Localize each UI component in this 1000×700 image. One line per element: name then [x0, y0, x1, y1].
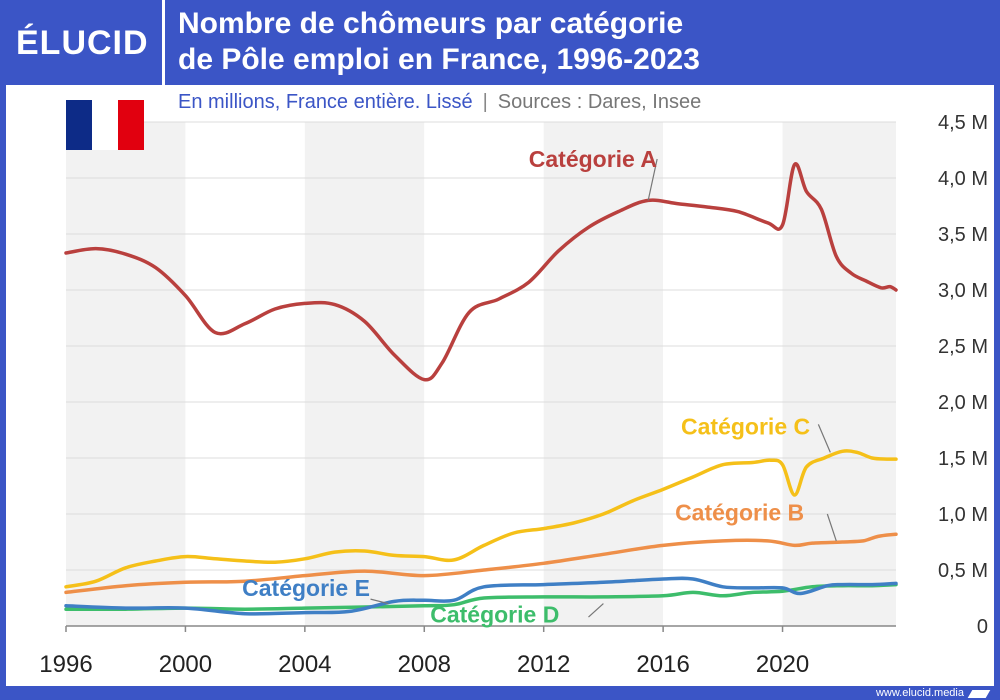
x-tick-label: 2020 [756, 651, 809, 678]
leader-line-cat-gorie-b [826, 513, 837, 542]
x-tick-label: 2016 [636, 651, 689, 678]
header-bar: ÉLUCID Nombre de chômeurs par catégorie … [6, 0, 994, 85]
annotation-cat-gorie-e: Catégorie E [242, 575, 370, 601]
flag-stripe-red [118, 100, 144, 150]
chart-svg: 0 0,5 M 1,0 M 1,5 M 2,0 M 2,5 M 3,0 M 3,5 M 4,0 … [39, 112, 988, 678]
axes: 0 0,5 M 1,0 M 1,5 M 2,0 M 2,5 M 3,0 M 3,5 M 4,0 … [39, 112, 988, 678]
band-1996 [66, 122, 186, 626]
series-line-cat-gorie-a [64, 162, 898, 382]
chart-title-line-2: de Pôle emploi en France, 1996-2023 [178, 43, 700, 76]
y-tick-label: 0,5 M [938, 560, 988, 582]
logo-divider [162, 0, 165, 85]
subtitle-separator: | [482, 91, 488, 113]
y-tick-label: 4,0 M [938, 168, 988, 190]
leader-line-cat-gorie-a [647, 158, 658, 201]
subtitle-units: En millions, France entière. Lissé [178, 91, 473, 113]
flag-stripe-blue [66, 100, 92, 150]
band-2000 [185, 122, 305, 626]
annotation-cat-gorie-c: Catégorie C [681, 413, 810, 439]
gridlines [66, 121, 896, 627]
leader-line-cat-gorie-e [370, 598, 389, 605]
x-tick-label: 1996 [39, 651, 92, 678]
y-tick-label: 0 [977, 616, 988, 638]
annotation-cat-gorie-d: Catégorie D [430, 602, 559, 628]
band-2016 [663, 122, 783, 626]
y-tick-label: 2,0 M [938, 392, 988, 414]
x-tick-label: 2000 [159, 651, 212, 678]
series-line-cat-gorie-c [64, 449, 898, 589]
footer-url[interactable]: www.elucid.media [875, 687, 964, 699]
background-bands [66, 122, 896, 626]
leader-line-cat-gorie-d [588, 603, 604, 618]
series-annotations: Catégorie A Catégorie C Catégorie B Catégor… [242, 146, 837, 628]
y-tick-label: 1,0 M [938, 504, 988, 526]
y-tick-label: 1,5 M [938, 448, 988, 470]
band-2008 [424, 122, 544, 626]
y-tick-label: 3,5 M [938, 224, 988, 246]
footer-logo-mark [967, 690, 991, 698]
chart-title: Nombre de chômeurs par catégorie de Pôle… [178, 6, 978, 78]
x-tick-label: 2012 [517, 651, 570, 678]
y-tick-label: 3,0 M [938, 280, 988, 302]
chart-subtitle: En millions, France entière. Lissé | Sourc… [178, 90, 701, 114]
band-2020 [782, 122, 896, 626]
x-tick-label: 2008 [398, 651, 451, 678]
france-flag-icon [66, 100, 144, 150]
band-2012 [543, 122, 664, 626]
y-tick-label: 4,5 M [938, 112, 988, 134]
flag-stripe-white [92, 100, 118, 150]
annotation-cat-gorie-a: Catégorie A [529, 146, 657, 172]
elucid-logo[interactable]: ÉLUCID [16, 24, 149, 62]
series-line-cat-gorie-b [64, 532, 898, 595]
x-tick-label: 2004 [278, 651, 331, 678]
series-line-cat-gorie-d [64, 582, 898, 612]
series-lines [64, 162, 898, 616]
series-line-cat-gorie-e [64, 576, 898, 616]
y-tick-label: 2,5 M [938, 336, 988, 358]
band-2004 [304, 122, 425, 626]
chart-title-line-1: Nombre de chômeurs par catégorie [178, 7, 684, 40]
annotation-cat-gorie-b: Catégorie B [675, 500, 804, 526]
subtitle-sources: Sources : Dares, Insee [497, 91, 702, 113]
leader-line-cat-gorie-c [817, 424, 831, 453]
